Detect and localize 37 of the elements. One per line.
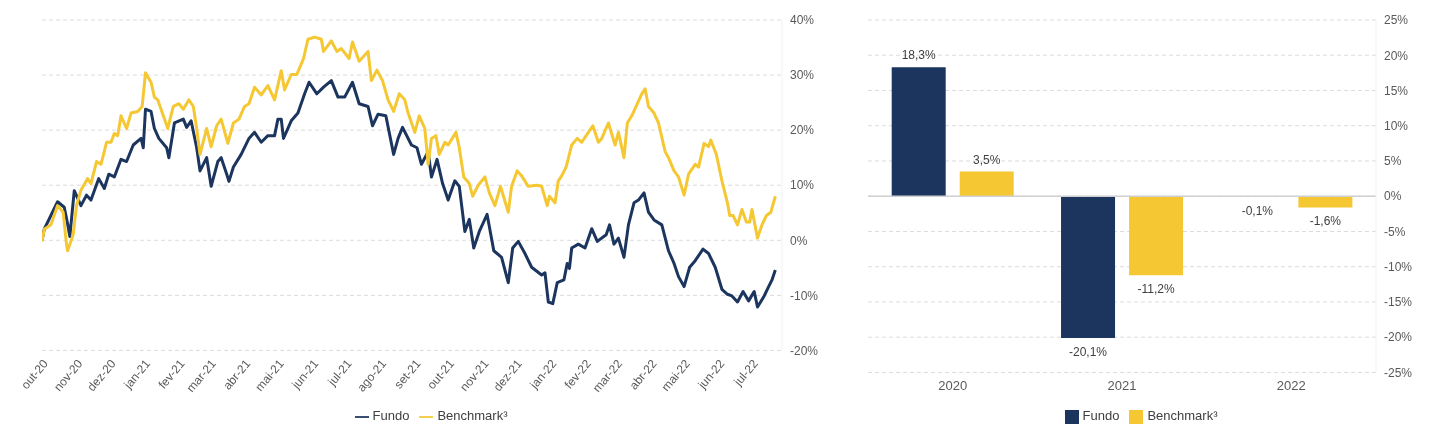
y-tick-label: -20% bbox=[790, 343, 819, 358]
y-tick-label: 0% bbox=[1384, 189, 1402, 204]
bar bbox=[1129, 196, 1184, 276]
y-tick-label: -25% bbox=[1384, 365, 1413, 380]
y-tick-label: 40% bbox=[790, 13, 815, 28]
bar bbox=[959, 171, 1014, 197]
y-tick-label: 20% bbox=[790, 123, 815, 138]
data-label: -20,1% bbox=[1069, 344, 1108, 359]
legend-label: Benchmark³ bbox=[1147, 408, 1218, 424]
y-tick-label: -15% bbox=[1384, 295, 1413, 310]
data-label: -0,1% bbox=[1241, 203, 1274, 218]
legend-label: Fundo bbox=[1082, 408, 1120, 424]
y-tick-label: 10% bbox=[1384, 118, 1409, 133]
legend-label: Benchmark³ bbox=[437, 408, 508, 424]
y-tick-label: -10% bbox=[790, 288, 819, 303]
y-tick-label: 20% bbox=[1384, 48, 1409, 63]
y-tick-label: 25% bbox=[1384, 13, 1409, 28]
y-tick-label: -5% bbox=[1384, 224, 1406, 239]
y-tick-label: 5% bbox=[1384, 154, 1402, 169]
y-tick-label: -10% bbox=[1384, 259, 1413, 274]
bar bbox=[1061, 196, 1116, 338]
y-tick-label: 15% bbox=[1384, 83, 1409, 98]
data-label: 18,3% bbox=[901, 48, 937, 63]
x-tick-label: 2021 bbox=[1107, 377, 1137, 393]
data-label: -11,2% bbox=[1137, 282, 1175, 297]
x-tick-label: 2022 bbox=[1276, 377, 1306, 393]
y-tick-label: 10% bbox=[790, 178, 815, 193]
line-series bbox=[42, 79, 777, 309]
y-tick-label: -20% bbox=[1384, 330, 1413, 345]
y-tick-label: 30% bbox=[790, 68, 815, 83]
legend-label: Fundo bbox=[372, 408, 410, 424]
line-series bbox=[42, 35, 777, 253]
data-label: 3,5% bbox=[973, 152, 1001, 167]
data-label: -1,6% bbox=[1309, 214, 1342, 229]
x-tick-label: 2020 bbox=[938, 377, 968, 393]
bar bbox=[891, 67, 946, 197]
y-tick-label: 0% bbox=[790, 233, 808, 248]
